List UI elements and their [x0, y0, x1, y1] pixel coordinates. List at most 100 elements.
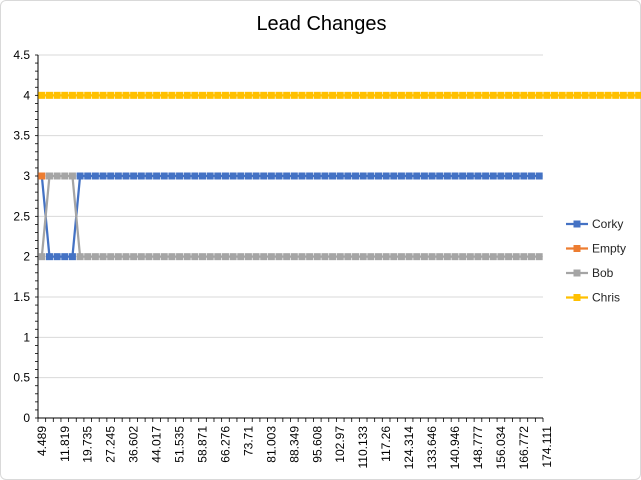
- data-point-corky: [336, 172, 344, 180]
- data-point-bob: [45, 172, 53, 180]
- data-point-chris: [466, 91, 474, 99]
- data-point-chris: [76, 91, 84, 99]
- data-point-corky: [497, 172, 505, 180]
- data-point-corky: [405, 172, 413, 180]
- data-point-bob: [535, 253, 543, 261]
- data-point-bob: [382, 253, 390, 261]
- x-tick-label: 4.489: [35, 426, 49, 456]
- data-point-chris: [558, 91, 566, 99]
- data-point-chris: [367, 91, 375, 99]
- data-point-chris: [420, 91, 428, 99]
- data-point-chris: [306, 91, 314, 99]
- data-point-bob: [374, 253, 382, 261]
- data-point-corky: [160, 172, 168, 180]
- data-point-chris: [589, 91, 597, 99]
- data-point-chris: [267, 91, 275, 99]
- data-point-chris: [114, 91, 122, 99]
- data-point-corky: [183, 172, 191, 180]
- data-point-chris: [573, 91, 581, 99]
- legend-label-bob: Bob: [592, 266, 614, 280]
- data-point-bob: [237, 253, 245, 261]
- data-point-bob: [436, 253, 444, 261]
- data-point-bob: [443, 253, 451, 261]
- data-point-corky: [91, 172, 99, 180]
- data-point-corky: [122, 172, 130, 180]
- data-point-corky: [489, 172, 497, 180]
- data-point-corky: [382, 172, 390, 180]
- x-tick-label: 36.602: [127, 426, 141, 463]
- x-tick-label: 27.245: [104, 426, 118, 463]
- data-point-bob: [206, 253, 214, 261]
- x-tick-label: 133.646: [425, 426, 439, 470]
- data-point-corky: [191, 172, 199, 180]
- data-point-corky: [61, 253, 69, 261]
- data-point-bob: [221, 253, 229, 261]
- data-point-bob: [474, 253, 482, 261]
- data-point-corky: [535, 172, 543, 180]
- legend-label-empty: Empty: [592, 242, 626, 256]
- y-tick-label: 4.5: [13, 48, 30, 62]
- data-point-bob: [114, 253, 122, 261]
- data-point-chris: [436, 91, 444, 99]
- data-point-bob: [137, 253, 145, 261]
- data-point-corky: [137, 172, 145, 180]
- x-tick-label: 81.003: [264, 426, 278, 463]
- data-point-chris: [359, 91, 367, 99]
- data-point-bob: [61, 172, 69, 180]
- data-point-bob: [199, 253, 207, 261]
- data-point-chris: [298, 91, 306, 99]
- data-point-chris: [635, 91, 641, 99]
- data-point-corky: [359, 172, 367, 180]
- data-point-chris: [344, 91, 352, 99]
- data-point-chris: [160, 91, 168, 99]
- data-point-chris: [38, 91, 46, 99]
- data-point-bob: [489, 253, 497, 261]
- x-tick-label: 11.819: [58, 426, 72, 462]
- data-point-corky: [221, 172, 229, 180]
- data-point-chris: [413, 91, 421, 99]
- y-tick-label: 1.5: [13, 290, 30, 304]
- data-point-bob: [405, 253, 413, 261]
- x-tick-label: 124.314: [402, 426, 416, 470]
- data-point-bob: [153, 253, 161, 261]
- data-point-bob: [520, 253, 528, 261]
- data-point-chris: [482, 91, 490, 99]
- x-tick-label: 174.111: [540, 426, 554, 468]
- data-point-bob: [145, 253, 153, 261]
- data-point-bob: [91, 253, 99, 261]
- x-tick-label: 19.735: [81, 426, 95, 463]
- data-point-bob: [38, 253, 46, 261]
- data-point-bob: [183, 253, 191, 261]
- data-point-chris: [512, 91, 520, 99]
- data-point-corky: [528, 172, 536, 180]
- data-point-bob: [306, 253, 314, 261]
- data-point-corky: [420, 172, 428, 180]
- data-point-bob: [84, 253, 92, 261]
- data-point-chris: [244, 91, 252, 99]
- data-point-corky: [275, 172, 283, 180]
- data-point-bob: [229, 253, 237, 261]
- data-point-chris: [329, 91, 337, 99]
- data-point-bob: [367, 253, 375, 261]
- data-point-chris: [313, 91, 321, 99]
- data-point-chris: [604, 91, 612, 99]
- data-point-corky: [45, 253, 53, 261]
- data-point-chris: [543, 91, 551, 99]
- data-point-corky: [329, 172, 337, 180]
- data-point-chris: [145, 91, 153, 99]
- y-tick-label: 0: [23, 411, 30, 425]
- data-point-corky: [206, 172, 214, 180]
- data-point-chris: [612, 91, 620, 99]
- data-point-corky: [84, 172, 92, 180]
- data-point-bob: [68, 172, 76, 180]
- data-point-corky: [229, 172, 237, 180]
- data-point-bob: [290, 253, 298, 261]
- data-point-bob: [275, 253, 283, 261]
- legend-marker-chris: [573, 294, 581, 301]
- data-point-chris: [153, 91, 161, 99]
- data-point-chris: [283, 91, 291, 99]
- data-point-bob: [359, 253, 367, 261]
- data-point-bob: [168, 253, 176, 261]
- legend-marker-bob: [573, 269, 581, 277]
- y-tick-label: 1: [23, 330, 30, 344]
